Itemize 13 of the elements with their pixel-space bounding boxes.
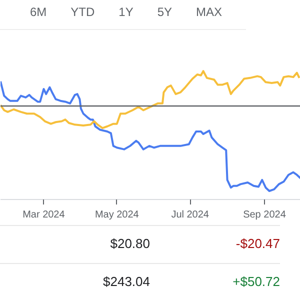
text: 1Y [118,4,134,21]
text: $243.04 [102,273,150,292]
text: YTD [70,4,95,21]
text: $20.80 [109,235,150,254]
x-tick-label: Mar 2024 [22,210,66,220]
text: +$50.72 [232,273,280,292]
text: MAX [196,4,222,21]
x-tick-label: May 2024 [94,210,140,220]
text: 6M [30,4,47,21]
text: 5Y [157,4,172,21]
x-tick-label: Sep 2024 [243,210,286,220]
text: -$20.47 [234,235,280,254]
x-tick-label: Jul 2024 [171,210,210,220]
